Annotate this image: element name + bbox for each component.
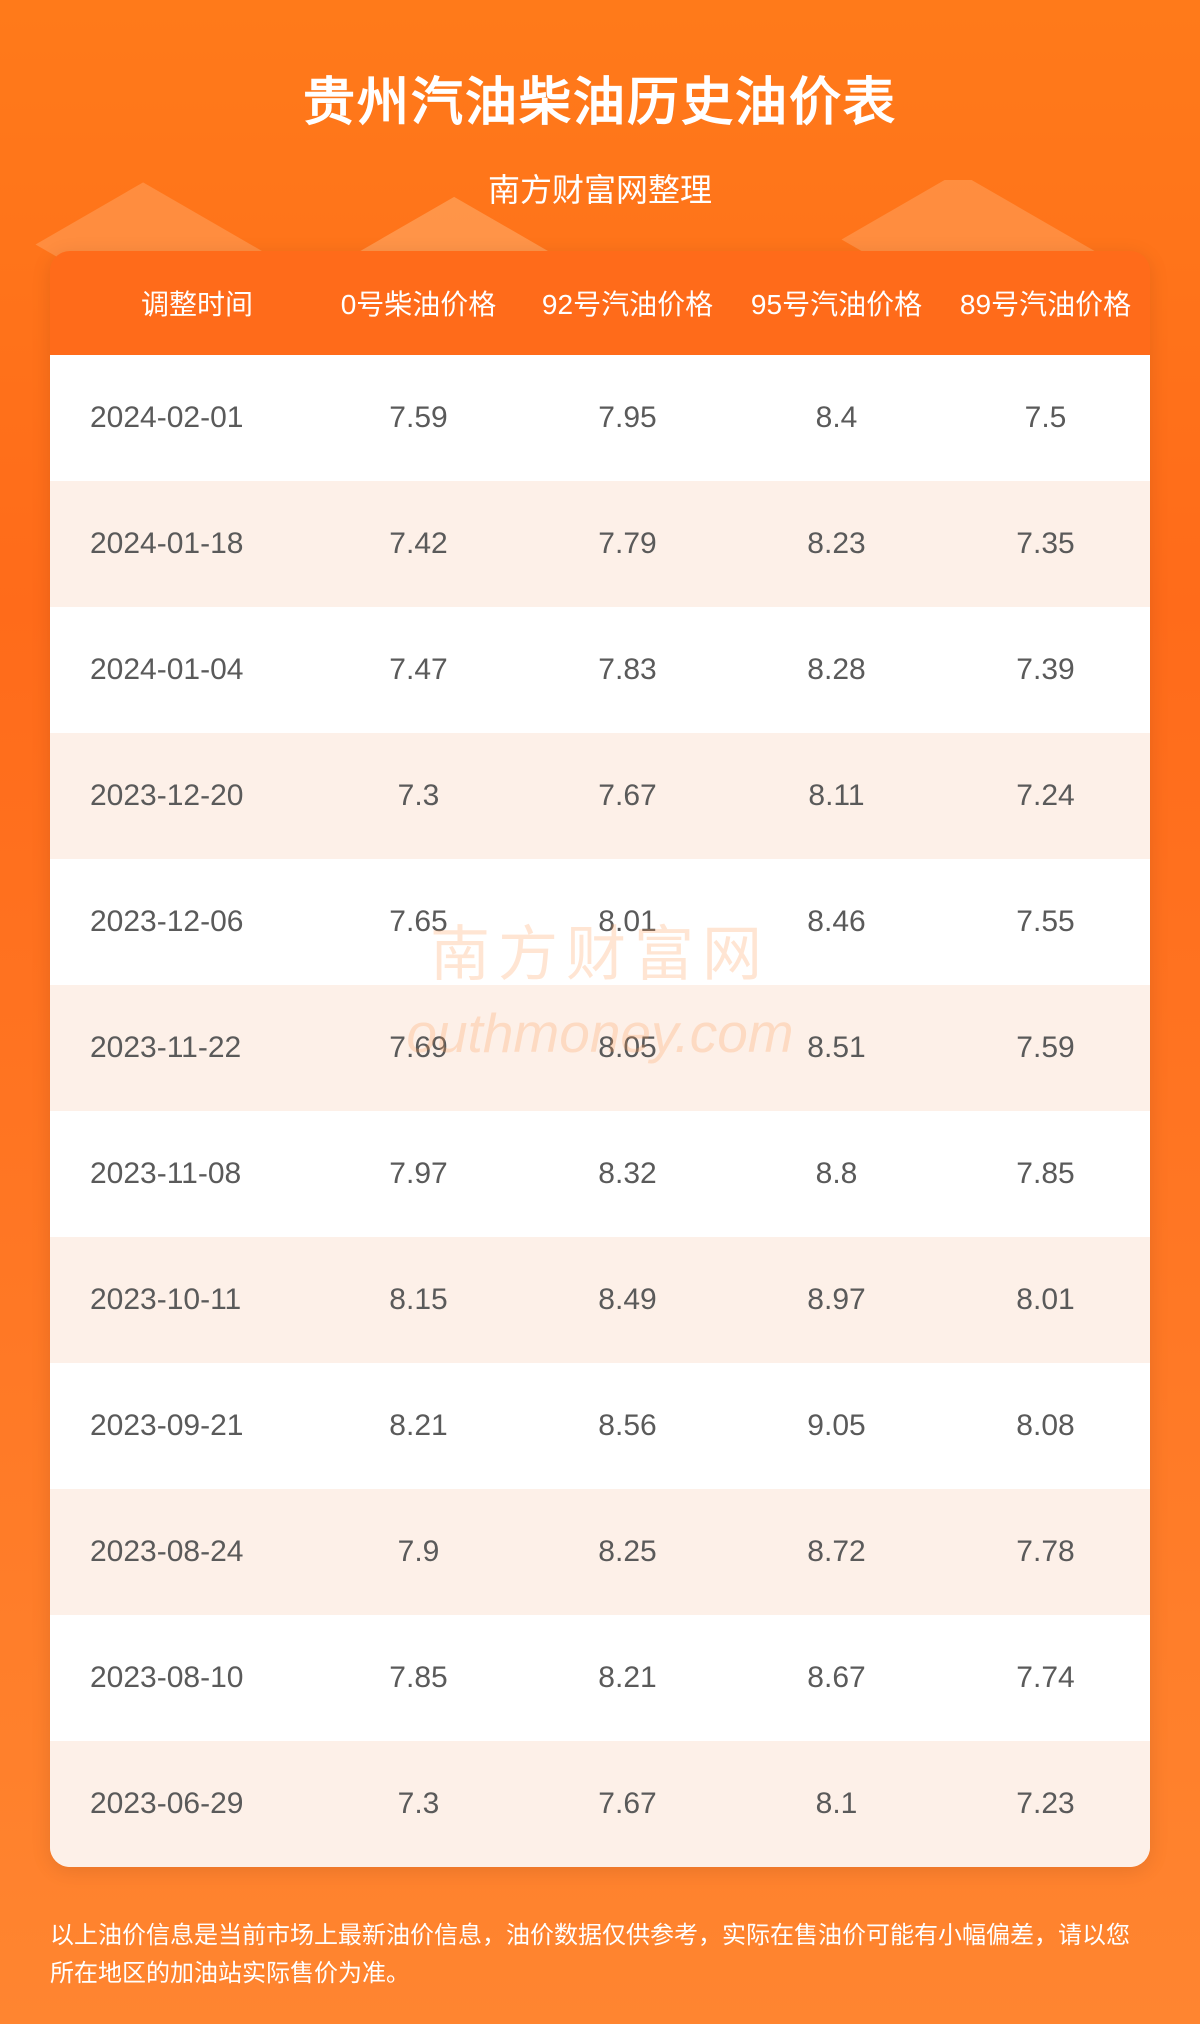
cell-gas89: 7.5 (941, 355, 1150, 481)
cell-gas89: 7.39 (941, 607, 1150, 733)
table-row: 2023-08-24 7.9 8.25 8.72 7.78 (50, 1489, 1150, 1615)
cell-diesel0: 7.97 (314, 1111, 523, 1237)
table-row: 2023-06-29 7.3 7.67 8.1 7.23 (50, 1741, 1150, 1867)
cell-date: 2023-08-10 (50, 1615, 314, 1741)
cell-diesel0: 7.47 (314, 607, 523, 733)
cell-diesel0: 8.15 (314, 1237, 523, 1363)
cell-gas92: 8.32 (523, 1111, 732, 1237)
cell-gas95: 8.1 (732, 1741, 941, 1867)
cell-gas92: 8.21 (523, 1615, 732, 1741)
cell-diesel0: 7.69 (314, 985, 523, 1111)
cell-gas89: 7.24 (941, 733, 1150, 859)
cell-gas95: 8.23 (732, 481, 941, 607)
cell-gas89: 7.35 (941, 481, 1150, 607)
cell-gas92: 7.67 (523, 1741, 732, 1867)
cell-gas89: 7.59 (941, 985, 1150, 1111)
cell-gas92: 7.67 (523, 733, 732, 859)
column-header-gas89: 89号汽油价格 (941, 251, 1150, 355)
cell-gas95: 9.05 (732, 1363, 941, 1489)
cell-date: 2024-01-04 (50, 607, 314, 733)
cell-gas95: 8.67 (732, 1615, 941, 1741)
table-row: 2023-11-08 7.97 8.32 8.8 7.85 (50, 1111, 1150, 1237)
column-header-gas95: 95号汽油价格 (732, 251, 941, 355)
cell-date: 2023-11-08 (50, 1111, 314, 1237)
disclaimer-text: 以上油价信息是当前市场上最新油价信息，油价数据仅供参考，实际在售油价可能有小幅偏… (0, 1907, 1200, 2024)
table-row: 2023-09-21 8.21 8.56 9.05 8.08 (50, 1363, 1150, 1489)
cell-gas89: 7.85 (941, 1111, 1150, 1237)
cell-date: 2023-08-24 (50, 1489, 314, 1615)
cell-gas89: 8.08 (941, 1363, 1150, 1489)
cell-diesel0: 7.59 (314, 355, 523, 481)
cell-gas92: 8.49 (523, 1237, 732, 1363)
cell-diesel0: 8.21 (314, 1363, 523, 1489)
table-row: 2024-01-04 7.47 7.83 8.28 7.39 (50, 607, 1150, 733)
table-row: 2023-11-22 7.69 8.05 8.51 7.59 (50, 985, 1150, 1111)
cell-gas95: 8.97 (732, 1237, 941, 1363)
price-table: 调整时间 0号柴油价格 92号汽油价格 95号汽油价格 89号汽油价格 南方财富… (50, 251, 1150, 1867)
cell-date: 2023-10-11 (50, 1237, 314, 1363)
table-row: 2024-01-18 7.42 7.79 8.23 7.35 (50, 481, 1150, 607)
cell-date: 2024-01-18 (50, 481, 314, 607)
cell-gas92: 8.56 (523, 1363, 732, 1489)
cell-date: 2023-09-21 (50, 1363, 314, 1489)
cell-gas92: 7.95 (523, 355, 732, 481)
cell-date: 2023-12-06 (50, 859, 314, 985)
cell-date: 2023-06-29 (50, 1741, 314, 1867)
cell-gas95: 8.28 (732, 607, 941, 733)
cell-gas92: 8.01 (523, 859, 732, 985)
cell-diesel0: 7.9 (314, 1489, 523, 1615)
cell-gas95: 8.11 (732, 733, 941, 859)
table-row: 2023-12-20 7.3 7.67 8.11 7.24 (50, 733, 1150, 859)
cell-diesel0: 7.3 (314, 733, 523, 859)
cell-gas89: 7.23 (941, 1741, 1150, 1867)
column-header-diesel0: 0号柴油价格 (314, 251, 523, 355)
cell-date: 2024-02-01 (50, 355, 314, 481)
cell-date: 2023-12-20 (50, 733, 314, 859)
cell-gas95: 8.46 (732, 859, 941, 985)
table-row: 2023-12-06 7.65 8.01 8.46 7.55 (50, 859, 1150, 985)
cell-gas95: 8.72 (732, 1489, 941, 1615)
cell-diesel0: 7.42 (314, 481, 523, 607)
cell-gas95: 8.51 (732, 985, 941, 1111)
table-row: 2023-10-11 8.15 8.49 8.97 8.01 (50, 1237, 1150, 1363)
cell-gas89: 7.78 (941, 1489, 1150, 1615)
cell-gas89: 7.74 (941, 1615, 1150, 1741)
cell-diesel0: 7.85 (314, 1615, 523, 1741)
column-header-date: 调整时间 (50, 251, 314, 355)
cell-gas92: 8.25 (523, 1489, 732, 1615)
cell-gas95: 8.8 (732, 1111, 941, 1237)
cell-gas92: 7.79 (523, 481, 732, 607)
cell-gas92: 7.83 (523, 607, 732, 733)
cell-date: 2023-11-22 (50, 985, 314, 1111)
page-container: 贵州汽油柴油历史油价表 南方财富网整理 调整时间 0号柴油价格 92号汽油价格 … (0, 0, 1200, 2024)
cell-diesel0: 7.65 (314, 859, 523, 985)
cell-diesel0: 7.3 (314, 1741, 523, 1867)
cell-gas89: 8.01 (941, 1237, 1150, 1363)
cell-gas95: 8.4 (732, 355, 941, 481)
table-row: 2024-02-01 7.59 7.95 8.4 7.5 (50, 355, 1150, 481)
column-header-gas92: 92号汽油价格 (523, 251, 732, 355)
table-row: 2023-08-10 7.85 8.21 8.67 7.74 (50, 1615, 1150, 1741)
cell-gas92: 8.05 (523, 985, 732, 1111)
cell-gas89: 7.55 (941, 859, 1150, 985)
table-body: 南方财富网 outhmoney.com 2024-02-01 7.59 7.95… (50, 355, 1150, 1867)
table-header-row: 调整时间 0号柴油价格 92号汽油价格 95号汽油价格 89号汽油价格 (50, 251, 1150, 355)
page-title: 贵州汽油柴油历史油价表 (20, 60, 1180, 135)
